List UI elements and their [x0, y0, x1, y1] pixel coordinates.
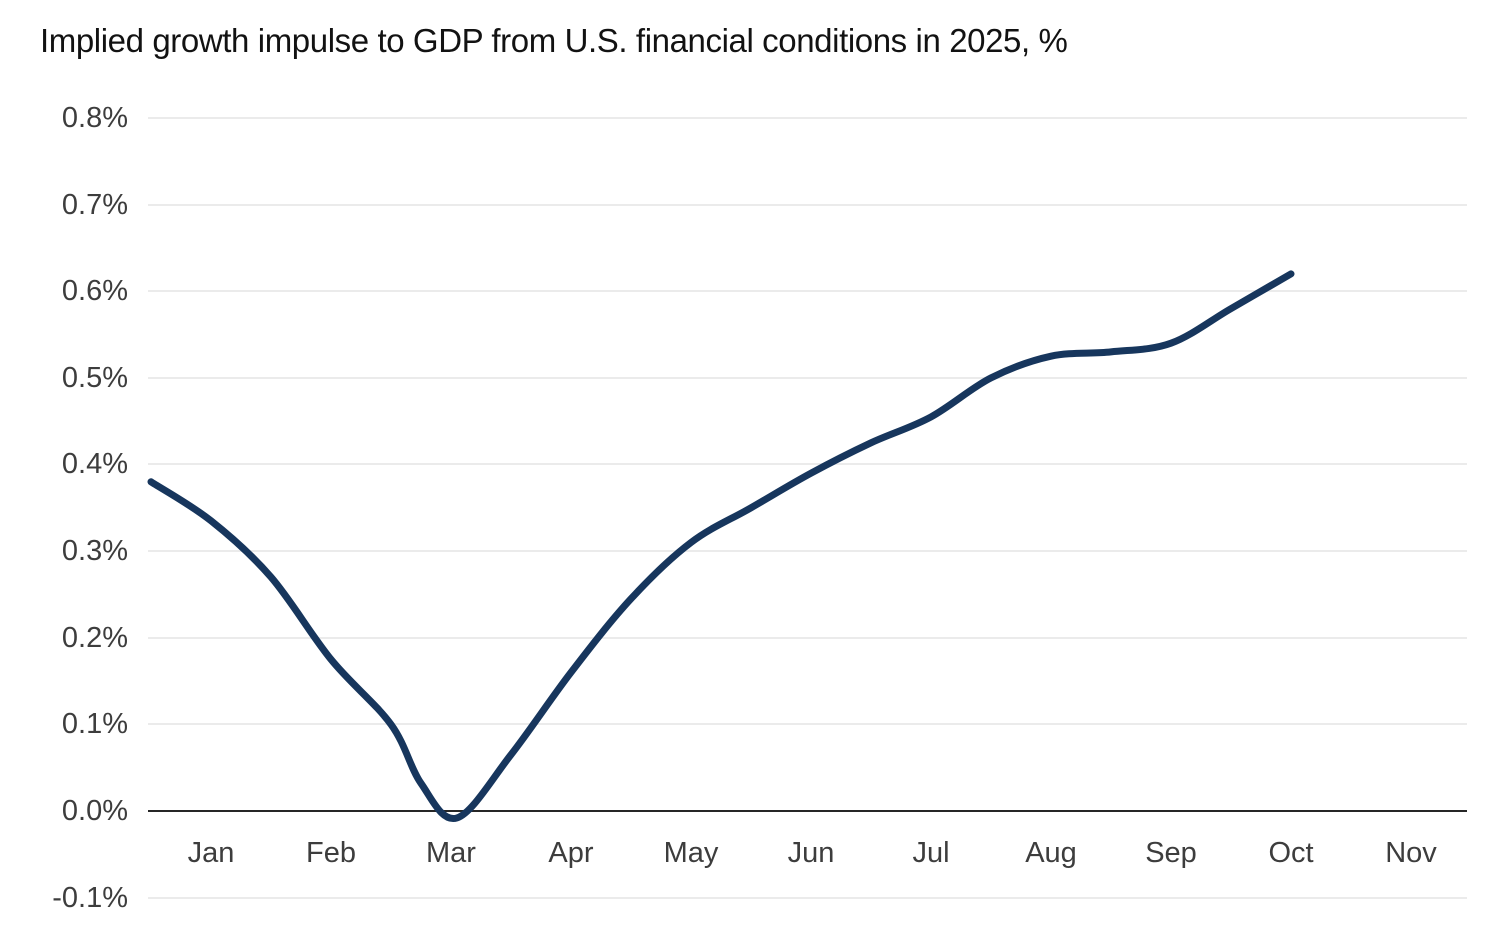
y-tick-label: 0.5%	[61, 362, 128, 394]
y-tick-label: 0.8%	[61, 102, 128, 134]
gridline-0.3	[148, 550, 1467, 552]
x-tick-label-aug: Aug	[1025, 837, 1077, 869]
y-tick-label: 0.0%	[61, 795, 128, 827]
x-tick-label-jun: Jun	[787, 837, 835, 869]
y-tick-label: 0.1%	[61, 708, 128, 740]
x-tick-label-feb: Feb	[306, 837, 356, 869]
y-tick-label: -0.1%	[52, 882, 128, 914]
gridline-0.6	[148, 290, 1467, 292]
x-tick-label-mar: Mar	[426, 837, 476, 869]
y-tick-label: 0.3%	[61, 535, 128, 567]
gdp-impulse-line	[147, 270, 1295, 822]
gridline-0.4	[148, 463, 1467, 465]
chart-title: Implied growth impulse to GDP from U.S. …	[40, 22, 1068, 59]
x-tick-label-may: May	[663, 837, 719, 869]
x-tick-label-nov: Nov	[1385, 837, 1437, 869]
y-tick-label: 0.6%	[61, 275, 128, 307]
x-tick-label-jul: Jul	[912, 837, 950, 869]
y-tick-label: 0.7%	[61, 189, 128, 221]
x-tick-label-apr: Apr	[548, 837, 594, 869]
x-tick-label-jan: Jan	[187, 837, 235, 869]
zero-axis-line	[148, 810, 1467, 812]
y-tick-label: 0.2%	[61, 622, 128, 654]
y-tick-label: 0.4%	[61, 448, 128, 480]
gridline-0.8	[148, 117, 1467, 119]
gridline-0.5	[148, 377, 1467, 379]
gridline-0.7	[148, 204, 1467, 206]
gridline-neg-0.1	[148, 897, 1467, 899]
x-tick-label-sep: Sep	[1145, 837, 1197, 869]
x-tick-label-oct: Oct	[1268, 837, 1314, 869]
gridline-0.1	[148, 723, 1467, 725]
gridline-0.2	[148, 637, 1467, 639]
